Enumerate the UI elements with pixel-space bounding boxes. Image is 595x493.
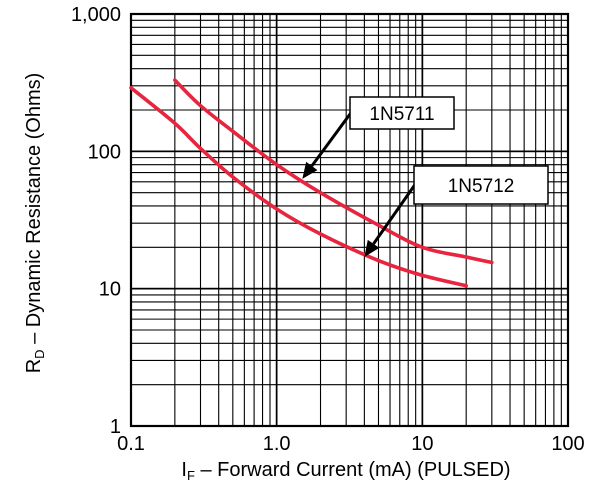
y-tick-label: 100 — [88, 141, 121, 163]
annotation-arrow-head — [364, 239, 380, 258]
annotations: 1N5711 1N5712 — [302, 96, 549, 258]
series-line-1n5712 — [129, 86, 468, 288]
x-tick-label: 0.1 — [117, 433, 145, 455]
annotation-box — [349, 96, 455, 130]
curves — [129, 78, 494, 288]
grid — [130, 13, 569, 427]
x-tick-label: 10 — [411, 433, 433, 455]
x-tick-label: 1.0 — [263, 433, 291, 455]
y-tick-label: 1,000 — [71, 4, 121, 26]
annotation-arrow-line — [372, 182, 418, 245]
series-line-1n5711 — [173, 78, 494, 265]
annotation-arrow-head — [302, 161, 318, 179]
y-tick-label: 1 — [110, 416, 121, 438]
y-axis-title: RD – Dynamic Resistance (Ohms) — [23, 73, 47, 374]
annotation-label: 1N5712 — [448, 176, 515, 197]
annotation-box — [413, 165, 549, 205]
tick-labels: 0.1 1.0 10 100 1 10 100 1,000 — [71, 4, 585, 455]
annotation-label: 1N5711 — [369, 104, 434, 125]
x-axis-title: IF – Forward Current (mA) (PULSED) — [181, 459, 510, 483]
x-tick-label: 100 — [551, 433, 584, 455]
annotation-arrow-line — [310, 110, 354, 167]
plot-frame — [129, 12, 570, 428]
y-tick-label: 10 — [99, 279, 121, 301]
